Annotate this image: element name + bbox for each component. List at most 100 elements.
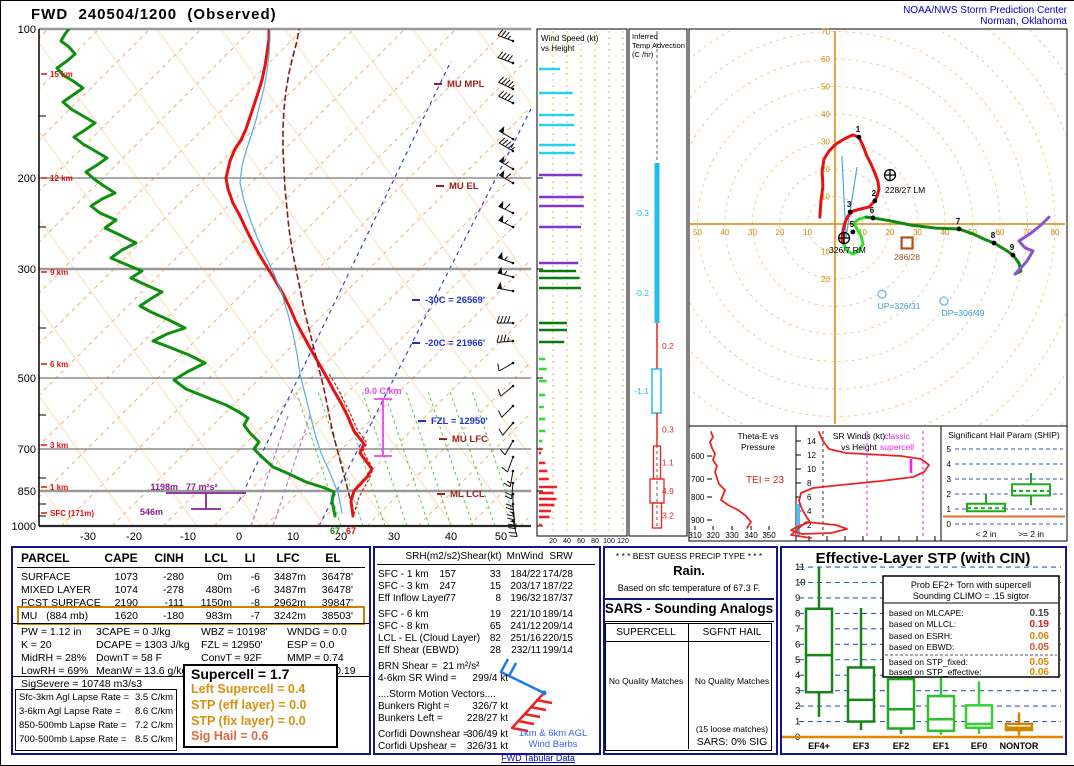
advection-value: -0.3 bbox=[634, 208, 649, 218]
sars-title: SARS - Sounding Analogs bbox=[605, 602, 773, 617]
parcel-cell: 0m bbox=[217, 572, 232, 584]
shear-value: 33 bbox=[490, 569, 501, 580]
inflow-bottom-label: 546m bbox=[140, 507, 163, 517]
pressure-tick-label: 100 bbox=[18, 24, 36, 36]
theta-y-label: 600 bbox=[691, 452, 705, 461]
hodo-level-label: 2 bbox=[872, 189, 877, 198]
hodo-tick-label: 10 bbox=[803, 228, 812, 237]
hodo-level-label: 9 bbox=[1010, 243, 1015, 252]
hodo-tick-label: 50 bbox=[821, 83, 830, 92]
hodo-level-label: 7 bbox=[956, 217, 961, 226]
srh-row-name: LCL - EL (Cloud Layer) bbox=[378, 633, 480, 644]
temp-tick-label: -10 bbox=[180, 531, 196, 543]
thermo-value: ConvT = 92F bbox=[201, 653, 262, 665]
ship-y-label: 2 bbox=[947, 490, 952, 499]
pressure-tick-label: 700 bbox=[18, 444, 36, 456]
srw-value: 174/28 bbox=[542, 569, 573, 580]
srw-value: 187/22 bbox=[542, 581, 573, 592]
sars-hail-result: No Quality Matches bbox=[695, 677, 769, 686]
wind-axis-label: 20 bbox=[549, 538, 557, 545]
srh-value: 157 bbox=[439, 569, 456, 580]
lapse-value: 8.6 C/km bbox=[135, 707, 173, 717]
parcel-header: CINH bbox=[154, 552, 183, 565]
height-tick-label: 6 km bbox=[50, 360, 68, 369]
hodo-level-label: 1 bbox=[856, 125, 861, 134]
classic-supercell-note: supercell bbox=[880, 442, 914, 452]
surface-value-label: 67 bbox=[346, 526, 356, 536]
precip-basis: Based on sfc temperature of 67.3 F. bbox=[618, 584, 761, 594]
parcel-cell: 480m bbox=[206, 585, 232, 597]
ship-y-label: 4 bbox=[947, 460, 952, 469]
storm-motion-value: 326/31 kt bbox=[467, 741, 508, 752]
lapse-value: 8.5 C/km bbox=[135, 735, 173, 745]
ship-y-label: 0 bbox=[947, 520, 952, 529]
srh-row-name: SFC - 8 km bbox=[378, 621, 429, 632]
hodograph-trace-4-9km bbox=[866, 217, 1021, 274]
srh-header: SRH(m2/s2) bbox=[405, 551, 460, 562]
shear-value: 65 bbox=[490, 621, 501, 632]
lapse-label: 3-6km Agl Lapse Rate = bbox=[19, 707, 121, 717]
hodo-tick-label: 60 bbox=[821, 55, 830, 64]
parcel-header: LCL bbox=[204, 552, 227, 565]
hodo-tick-label: 30 bbox=[748, 228, 757, 237]
parcel-section-rule bbox=[13, 623, 369, 624]
hodo-marker-label: 286/28 bbox=[894, 252, 920, 262]
parcel-header: LFC bbox=[276, 552, 299, 565]
tabular-data-link[interactable]: FWD Tabular Data bbox=[501, 753, 575, 763]
composite-index-value: Left Supercell = 0.4 bbox=[191, 683, 305, 697]
parcel-cell: 36478' bbox=[322, 572, 353, 584]
hodo-tick-label: 20 bbox=[886, 228, 895, 237]
hodo-tick-label: 60 bbox=[996, 228, 1005, 237]
storm-motion-value: 306/49 kt bbox=[467, 729, 508, 740]
srh-value: 247 bbox=[439, 581, 456, 592]
parcel-cell: -6 bbox=[251, 572, 260, 584]
mnwind-value: 196/32 bbox=[510, 593, 541, 604]
theta-x-label: 330 bbox=[725, 531, 739, 540]
sr-y-label: 12 bbox=[807, 451, 816, 460]
hodo-tick-label: 30 bbox=[821, 138, 830, 147]
height-tick-label: 1 km bbox=[50, 483, 68, 492]
mnwind-value: 232/11 bbox=[511, 645, 541, 656]
temp-tick-label: -20 bbox=[126, 531, 142, 543]
skewt-profiles bbox=[57, 29, 373, 516]
sr-y-label: 4 bbox=[807, 507, 812, 516]
storm-motion-label: Bunkers Right = bbox=[378, 701, 449, 712]
parcel-cell: -6 bbox=[251, 585, 260, 597]
level-annotation: ML LCL bbox=[450, 489, 485, 500]
advection-value: 0.3 bbox=[662, 425, 674, 435]
shear-value: 8 bbox=[495, 593, 501, 604]
sars-supercell-result: No Quality Matches bbox=[609, 677, 683, 686]
dewpoint-trace bbox=[57, 29, 335, 516]
shear-value: 28 bbox=[490, 645, 501, 656]
level-annotation: FZL = 12950' bbox=[431, 416, 488, 427]
parcel-header: EL bbox=[325, 552, 340, 565]
temp-tick-label: 0 bbox=[236, 531, 242, 543]
mnwind-value: 203/17 bbox=[510, 581, 541, 592]
storm-motion-value: 326/7 kt bbox=[472, 701, 508, 712]
advection-value: -1.1 bbox=[634, 386, 649, 396]
hodo-tick-label: 70 bbox=[821, 28, 830, 37]
parcel-row-name: MIXED LAYER bbox=[21, 585, 91, 597]
advection-panel-title: Temp Advection bbox=[632, 41, 685, 50]
hodo-level-label: 6 bbox=[870, 206, 875, 215]
ship-y-label: 1 bbox=[947, 505, 952, 514]
wind-axis-label: 80 bbox=[591, 538, 599, 545]
ship-panel-title: Significant Hail Param (SHIP) bbox=[948, 430, 1060, 440]
hodo-tick-label: 50 bbox=[693, 228, 702, 237]
parcel-header-rule bbox=[17, 567, 365, 568]
hodo-marker-label: 228/27 LM bbox=[885, 185, 925, 195]
composite-index-value: STP (fix layer) = 0.0 bbox=[191, 715, 306, 729]
hodo-tick-label: 40 bbox=[721, 228, 730, 237]
sr-panel-title: vs Height bbox=[841, 442, 877, 452]
height-tick-label: 3 km bbox=[50, 441, 68, 450]
sars-col-header: SUPERCELL bbox=[616, 627, 675, 638]
advection-panel-title: (C /hr) bbox=[632, 50, 654, 59]
thermo-value: DCAPE = 1303 J/kg bbox=[96, 640, 190, 652]
srw-value: 199/14 bbox=[542, 645, 573, 656]
storm-motion-label: Corfidi Downshear = bbox=[378, 729, 469, 740]
sars-header-rule bbox=[605, 641, 770, 642]
thermo-value: PW = 1.12 in bbox=[21, 627, 81, 639]
inflow-srh-label: 77 m²s² bbox=[186, 482, 218, 492]
pressure-tick-label: 200 bbox=[18, 173, 36, 185]
